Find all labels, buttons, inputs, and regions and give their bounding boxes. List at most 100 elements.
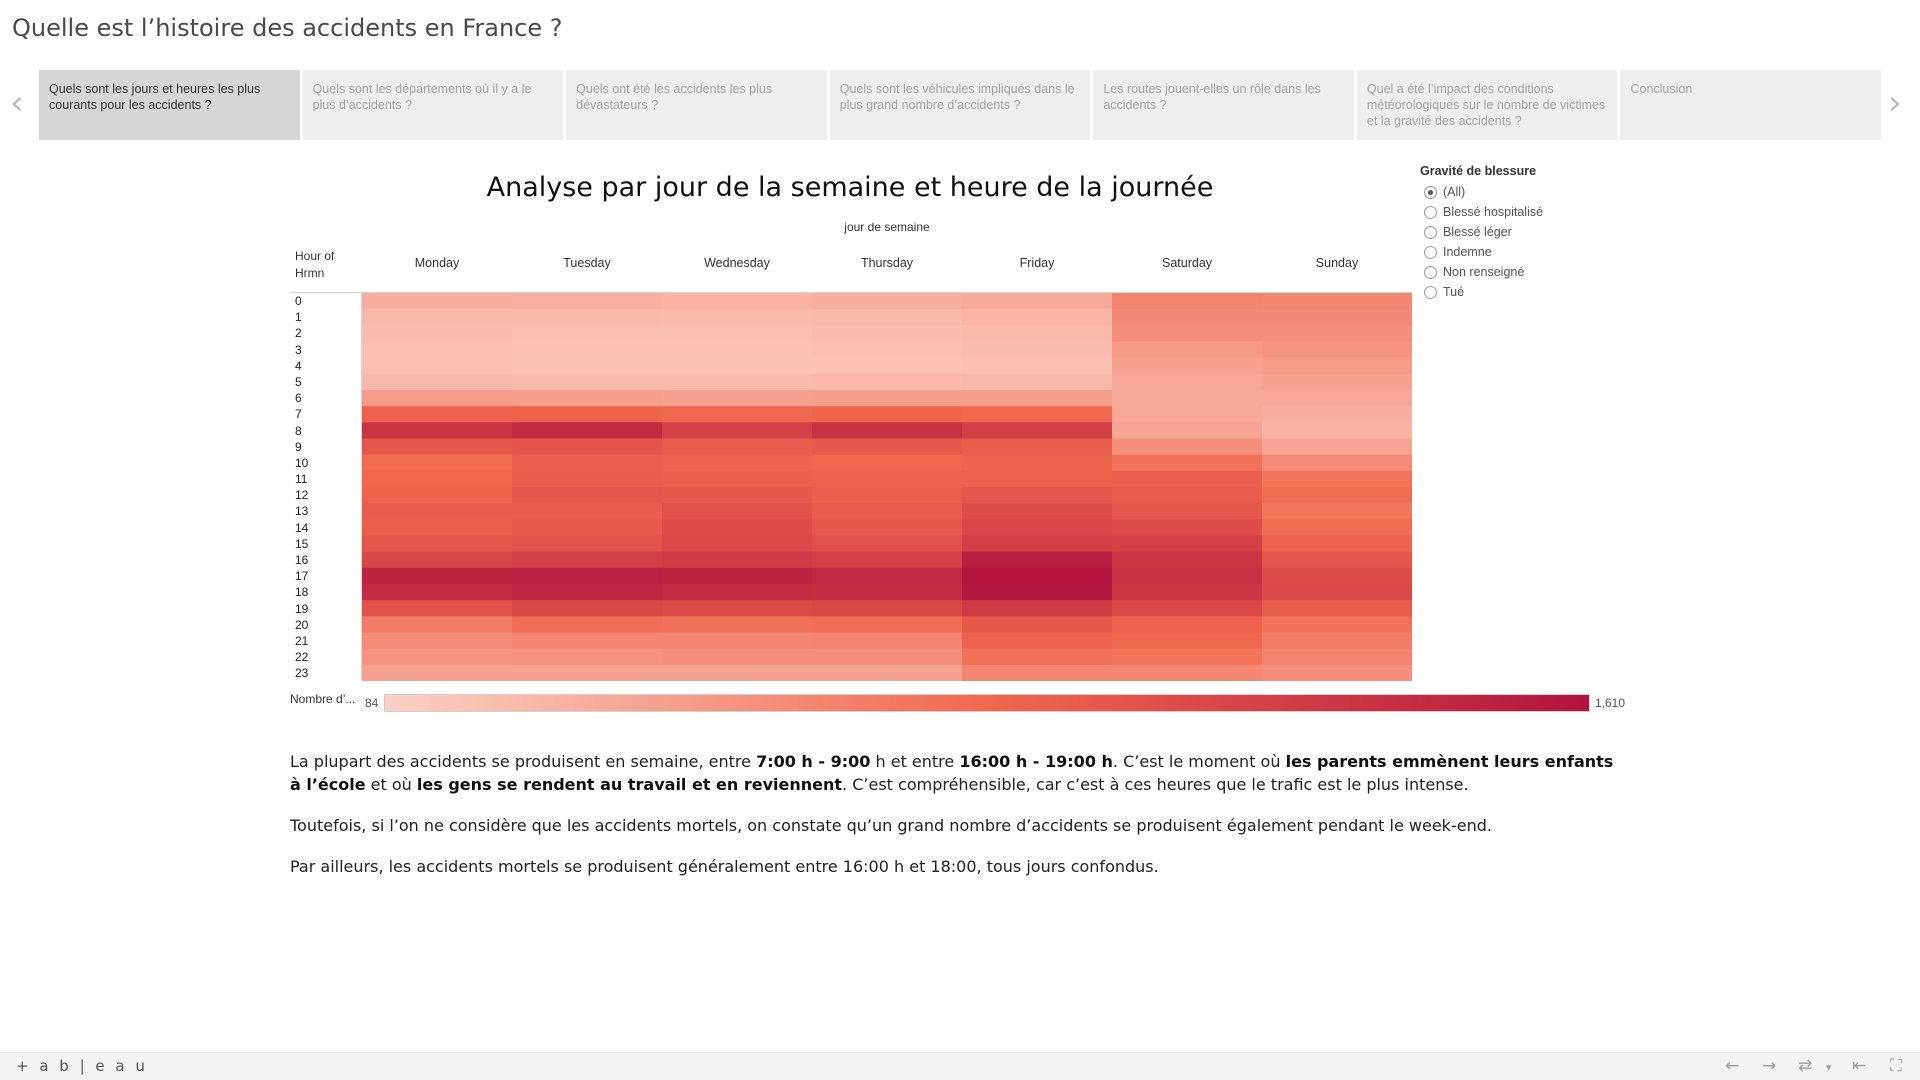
heatmap-cell-saturday-19[interactable] xyxy=(1112,600,1263,617)
heatmap-cell-tuesday-20[interactable] xyxy=(512,616,663,633)
heatmap-cell-monday-10[interactable] xyxy=(362,454,513,472)
heatmap-cell-saturday-6[interactable] xyxy=(1112,390,1263,407)
heatmap-cell-friday-4[interactable] xyxy=(962,357,1113,375)
heatmap-cell-friday-10[interactable] xyxy=(962,454,1113,472)
filter-option-6[interactable]: Tué xyxy=(1420,282,1543,302)
heatmap-cell-tuesday-13[interactable] xyxy=(512,503,663,520)
heatmap-cell-friday-22[interactable] xyxy=(962,648,1113,666)
heatmap-cell-wednesday-22[interactable] xyxy=(662,648,813,666)
heatmap-cell-thursday-1[interactable] xyxy=(812,309,963,326)
heatmap-cell-friday-2[interactable] xyxy=(962,325,1113,342)
heatmap-cell-wednesday-10[interactable] xyxy=(662,454,813,472)
radio-icon[interactable] xyxy=(1424,185,1437,199)
heatmap-cell-sunday-9[interactable] xyxy=(1262,438,1412,456)
heatmap-cell-monday-17[interactable] xyxy=(362,567,513,585)
heatmap-cell-saturday-14[interactable] xyxy=(1112,519,1263,536)
heatmap-cell-tuesday-6[interactable] xyxy=(512,390,663,407)
heatmap-cell-wednesday-23[interactable] xyxy=(662,664,813,681)
filter-option-5[interactable]: Non renseigné xyxy=(1420,262,1543,282)
story-point-2[interactable]: Quels sont les départements où il y a le… xyxy=(302,70,564,140)
heatmap-cell-thursday-9[interactable] xyxy=(812,438,963,456)
heatmap-cell-tuesday-3[interactable] xyxy=(512,341,663,359)
heatmap-cell-sunday-20[interactable] xyxy=(1262,616,1412,633)
heatmap-cell-friday-9[interactable] xyxy=(962,438,1113,456)
heatmap-cell-thursday-21[interactable] xyxy=(812,632,963,650)
heatmap-cell-sunday-11[interactable] xyxy=(1262,470,1412,488)
heatmap-cell-thursday-6[interactable] xyxy=(812,390,963,407)
chevron-right-icon[interactable]: › xyxy=(1888,83,1902,123)
heatmap-cell-thursday-18[interactable] xyxy=(812,584,963,601)
redo-icon[interactable]: → xyxy=(1762,1056,1777,1076)
heatmap-cell-monday-9[interactable] xyxy=(362,438,513,456)
heatmap-cell-monday-20[interactable] xyxy=(362,616,513,633)
heatmap-cell-friday-7[interactable] xyxy=(962,406,1113,423)
heatmap-cell-sunday-2[interactable] xyxy=(1262,325,1412,342)
heatmap-cell-tuesday-4[interactable] xyxy=(512,357,663,375)
heatmap-cell-tuesday-21[interactable] xyxy=(512,632,663,650)
heatmap-cell-wednesday-17[interactable] xyxy=(662,567,813,585)
heatmap-cell-thursday-20[interactable] xyxy=(812,616,963,633)
heatmap-cell-friday-11[interactable] xyxy=(962,470,1113,488)
heatmap-cell-friday-3[interactable] xyxy=(962,341,1113,359)
heatmap-cell-thursday-13[interactable] xyxy=(812,503,963,520)
heatmap-cell-tuesday-0[interactable] xyxy=(512,293,663,310)
heatmap-cell-friday-5[interactable] xyxy=(962,373,1113,391)
story-point-5[interactable]: Les routes jouent-elles un rôle dans les… xyxy=(1093,70,1354,140)
heatmap-cell-thursday-23[interactable] xyxy=(812,664,963,681)
heatmap-cell-saturday-23[interactable] xyxy=(1112,664,1263,681)
heatmap-cell-tuesday-11[interactable] xyxy=(512,470,663,488)
heatmap-cell-sunday-6[interactable] xyxy=(1262,390,1412,407)
revert-icon[interactable]: ⇄ xyxy=(1798,1056,1813,1076)
heatmap-cell-sunday-10[interactable] xyxy=(1262,454,1412,472)
heatmap-cell-wednesday-2[interactable] xyxy=(662,325,813,342)
heatmap-cell-monday-19[interactable] xyxy=(362,600,513,617)
heatmap-cell-friday-20[interactable] xyxy=(962,616,1113,633)
heatmap-cell-wednesday-20[interactable] xyxy=(662,616,813,633)
heatmap-cell-monday-3[interactable] xyxy=(362,341,513,359)
heatmap-cell-friday-8[interactable] xyxy=(962,422,1113,439)
heatmap-cell-wednesday-9[interactable] xyxy=(662,438,813,456)
story-point-3[interactable]: Quels ont été les accidents les plus dév… xyxy=(566,70,827,140)
fullscreen-icon[interactable]: ⛶ xyxy=(1890,1056,1902,1076)
heatmap-cell-saturday-11[interactable] xyxy=(1112,470,1263,488)
heatmap-cell-friday-17[interactable] xyxy=(962,567,1113,585)
undo-icon[interactable]: ← xyxy=(1725,1056,1740,1076)
heatmap-cell-wednesday-7[interactable] xyxy=(662,406,813,423)
heatmap-cell-thursday-17[interactable] xyxy=(812,567,963,585)
heatmap-cell-saturday-18[interactable] xyxy=(1112,584,1263,601)
heatmap-cell-wednesday-13[interactable] xyxy=(662,503,813,520)
heatmap-cell-tuesday-1[interactable] xyxy=(512,309,663,326)
heatmap-cell-sunday-3[interactable] xyxy=(1262,341,1412,359)
heatmap-cell-wednesday-16[interactable] xyxy=(662,551,813,569)
heatmap-cell-saturday-9[interactable] xyxy=(1112,438,1263,456)
heatmap-cell-sunday-19[interactable] xyxy=(1262,600,1412,617)
heatmap-cell-wednesday-4[interactable] xyxy=(662,357,813,375)
heatmap-cell-thursday-8[interactable] xyxy=(812,422,963,439)
heatmap-cell-wednesday-1[interactable] xyxy=(662,309,813,326)
heatmap-cell-sunday-0[interactable] xyxy=(1262,293,1412,310)
heatmap-cell-tuesday-7[interactable] xyxy=(512,406,663,423)
radio-icon[interactable] xyxy=(1424,285,1437,299)
heatmap-cell-sunday-13[interactable] xyxy=(1262,503,1412,520)
heatmap-cell-saturday-0[interactable] xyxy=(1112,293,1263,310)
heatmap-cell-monday-7[interactable] xyxy=(362,406,513,423)
heatmap-cell-thursday-19[interactable] xyxy=(812,600,963,617)
heatmap-cell-wednesday-12[interactable] xyxy=(662,487,813,504)
heatmap-cell-tuesday-12[interactable] xyxy=(512,487,663,504)
heatmap-cell-sunday-12[interactable] xyxy=(1262,487,1412,504)
heatmap-cell-thursday-2[interactable] xyxy=(812,325,963,342)
heatmap-cell-monday-1[interactable] xyxy=(362,309,513,326)
radio-icon[interactable] xyxy=(1424,225,1437,239)
heatmap-cell-thursday-0[interactable] xyxy=(812,293,963,310)
heatmap-cell-thursday-22[interactable] xyxy=(812,648,963,666)
heatmap-cell-saturday-2[interactable] xyxy=(1112,325,1263,342)
heatmap-cell-friday-1[interactable] xyxy=(962,309,1113,326)
heatmap-cell-thursday-14[interactable] xyxy=(812,519,963,536)
heatmap-cell-thursday-5[interactable] xyxy=(812,373,963,391)
heatmap-cell-monday-15[interactable] xyxy=(362,535,513,553)
heatmap-cell-saturday-12[interactable] xyxy=(1112,487,1263,504)
heatmap-cell-thursday-7[interactable] xyxy=(812,406,963,423)
heatmap-cell-friday-6[interactable] xyxy=(962,390,1113,407)
heatmap-cell-sunday-5[interactable] xyxy=(1262,373,1412,391)
heatmap-cell-tuesday-10[interactable] xyxy=(512,454,663,472)
